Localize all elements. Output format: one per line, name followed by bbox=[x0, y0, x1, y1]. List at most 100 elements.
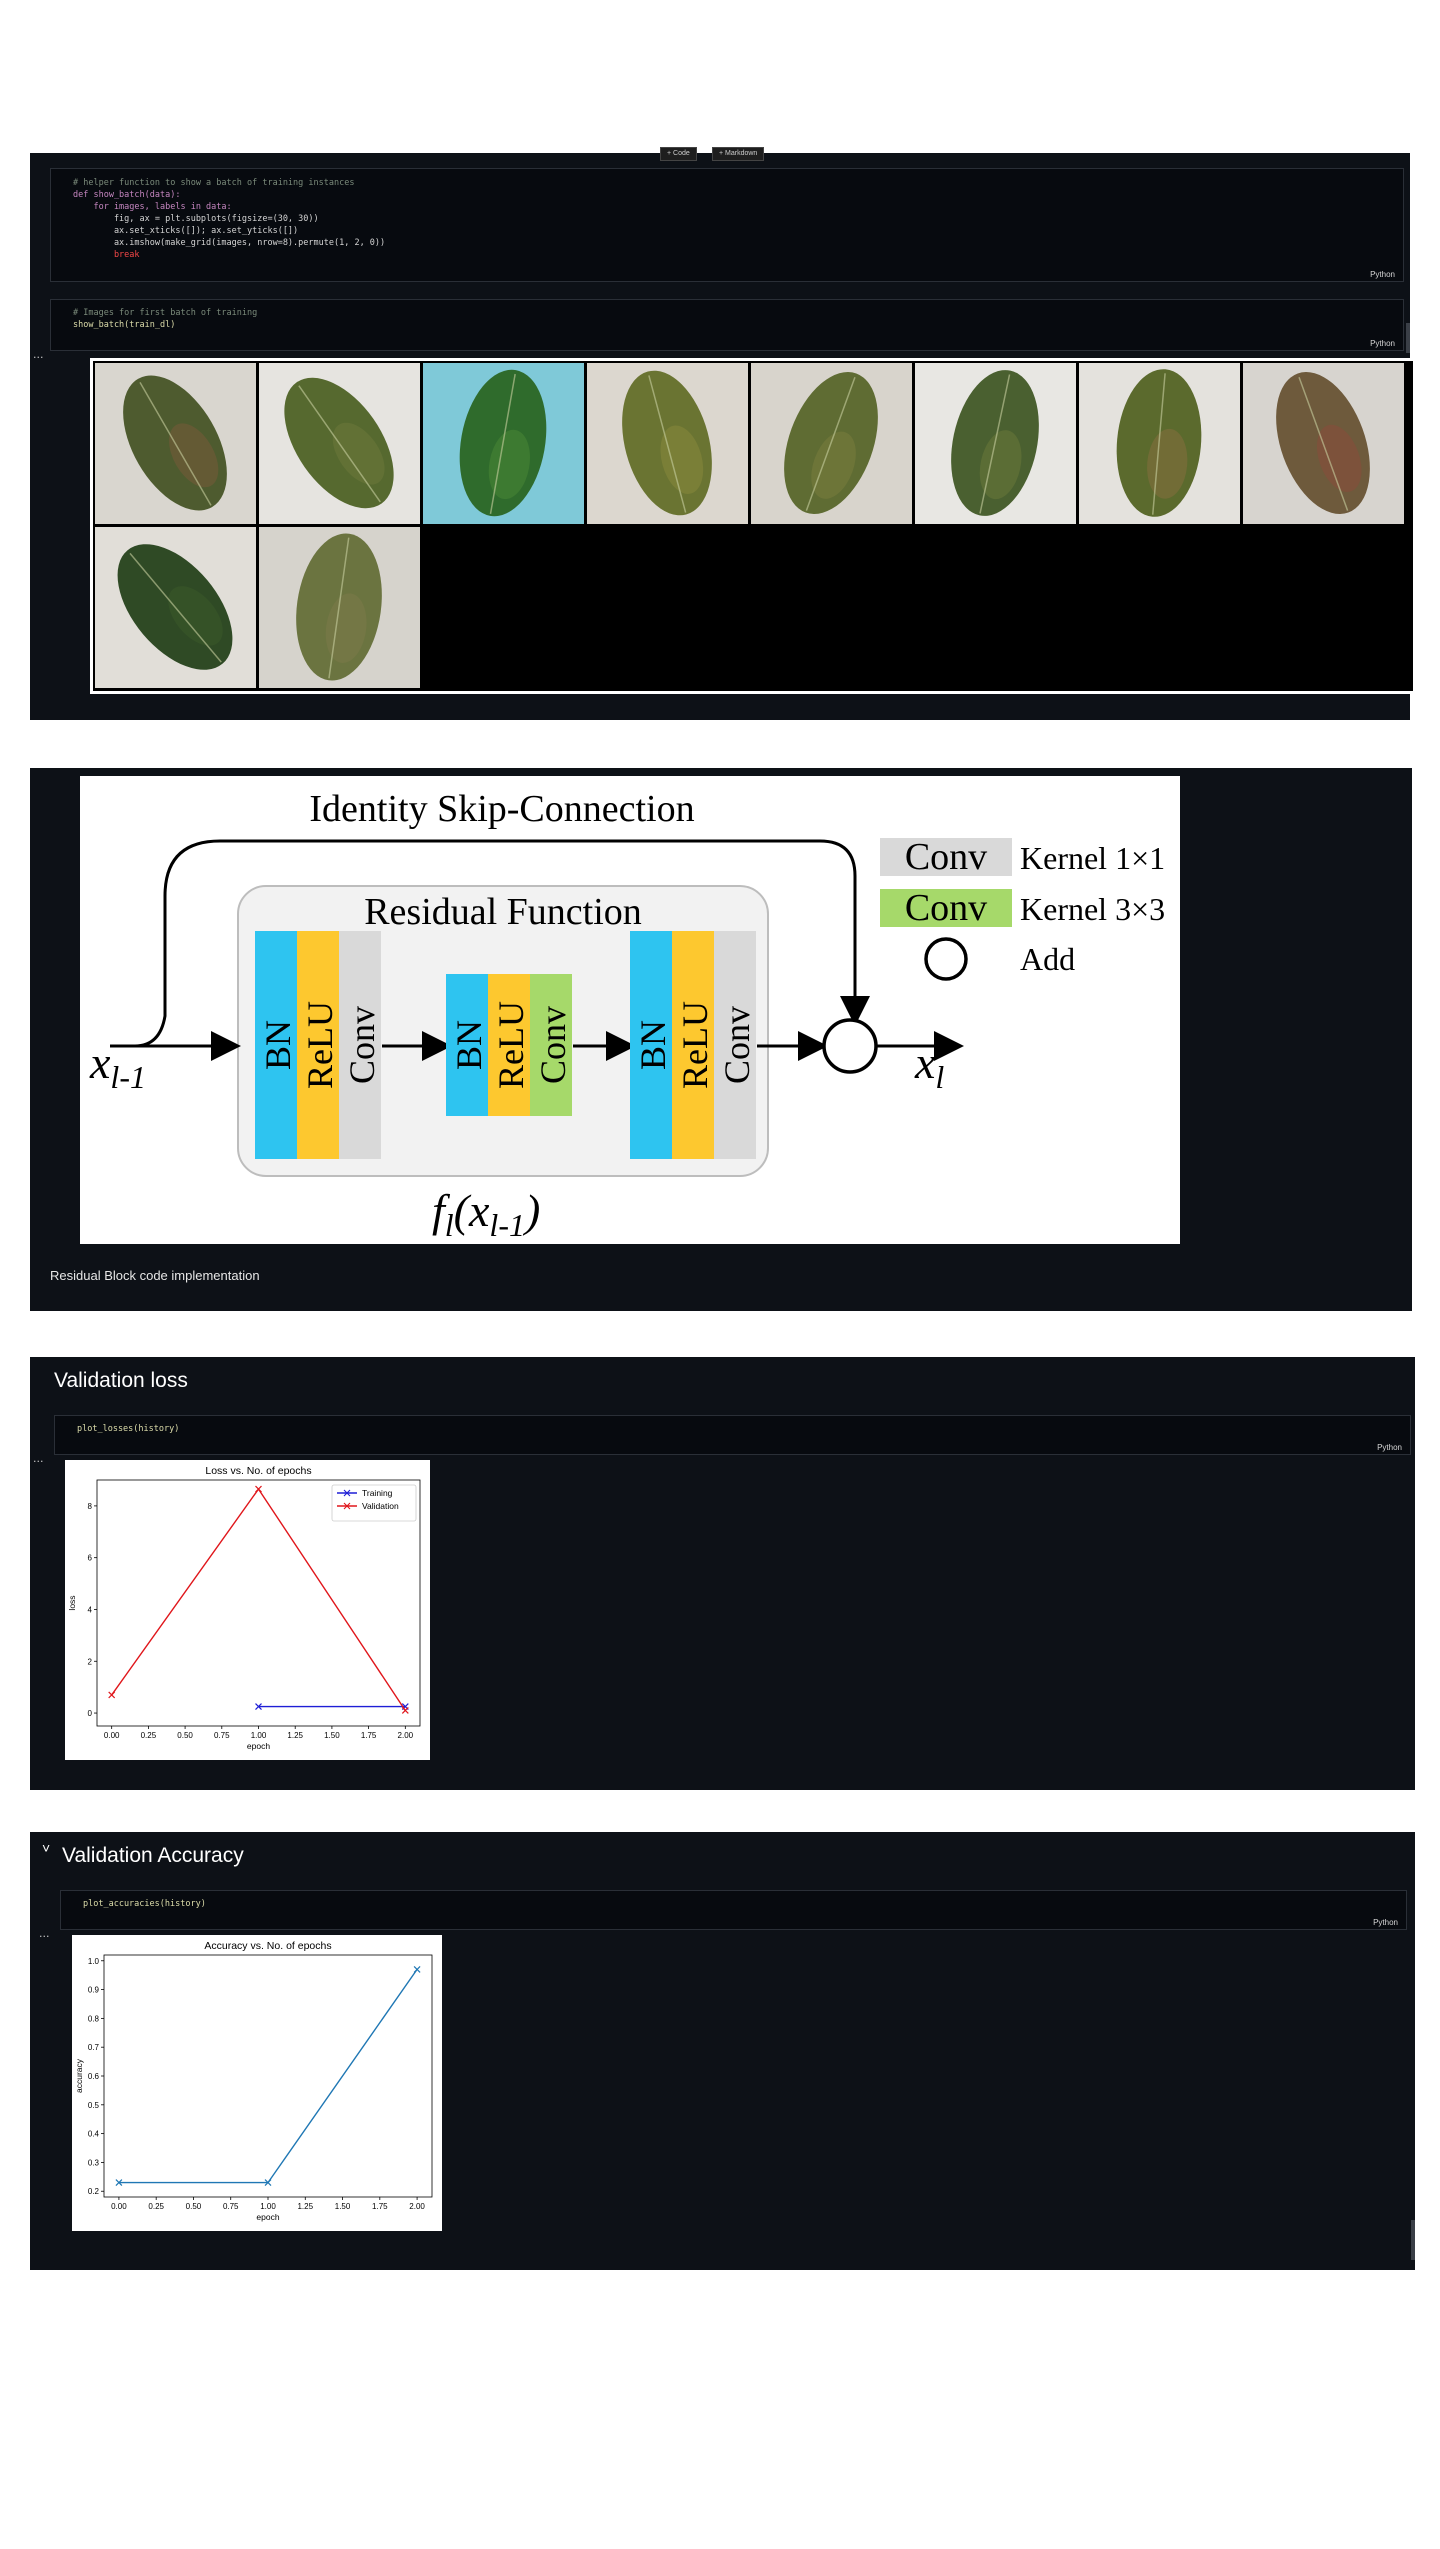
leaf-5-image bbox=[751, 363, 912, 524]
code-block: # Images for first batch of training sho… bbox=[73, 307, 257, 331]
data-point bbox=[255, 1485, 262, 1493]
x-tick-label: 1.50 bbox=[335, 2202, 351, 2211]
data-point bbox=[115, 2179, 123, 2187]
x-tick-label: 0.00 bbox=[111, 2202, 127, 2211]
language-label[interactable]: Python bbox=[1377, 1443, 1402, 1452]
leaf-7-image bbox=[1079, 363, 1240, 524]
residual-function-label: Residual Function bbox=[364, 891, 642, 933]
chart-title: Accuracy vs. No. of epochs bbox=[204, 1940, 331, 1952]
leaf-2-image bbox=[259, 363, 420, 524]
language-label[interactable]: Python bbox=[1370, 270, 1395, 279]
x-tick-label: 0.50 bbox=[186, 2202, 202, 2211]
y-tick-label: 0.3 bbox=[88, 2158, 100, 2167]
leaf-4-image bbox=[587, 363, 748, 524]
code-line: for images, labels in data: bbox=[73, 202, 232, 212]
y-tick-label: 2 bbox=[88, 1657, 93, 1666]
code-line: break bbox=[73, 250, 140, 260]
x-tick-label: 1.25 bbox=[287, 1731, 303, 1740]
legend-label: Training bbox=[362, 1488, 393, 1498]
validation-loss-heading: Validation loss bbox=[54, 1369, 188, 1392]
legend-conv3x3-box-text: Conv bbox=[905, 887, 987, 929]
collapse-chevron-icon[interactable]: ˅ bbox=[42, 1840, 51, 1856]
legend-add-circle bbox=[924, 937, 968, 981]
leaf-6-image bbox=[915, 363, 1076, 524]
code-cell-show-batch-call[interactable]: # Images for first batch of training sho… bbox=[50, 299, 1404, 351]
code-line: plot_losses(history) bbox=[77, 1424, 180, 1434]
series-line-0 bbox=[118, 1969, 418, 2184]
y-tick-label: 0.2 bbox=[88, 2187, 100, 2196]
relu-block-1 bbox=[297, 931, 339, 1159]
loss-plot: Loss vs. No. of epochs 0.00 0.25 0.50 0.75 1.… bbox=[65, 1460, 430, 1760]
x-tick-label: 0.25 bbox=[148, 2202, 164, 2211]
x-tick-label: 0.50 bbox=[177, 1731, 193, 1740]
scrollbar[interactable] bbox=[1406, 323, 1410, 353]
add-markdown-button[interactable]: + Markdown bbox=[712, 147, 765, 161]
code-comment: # helper function to show a batch of tra… bbox=[73, 178, 355, 188]
x-tick-label: 0.00 bbox=[104, 1731, 120, 1740]
relu-block-3 bbox=[672, 931, 714, 1159]
code-cell-plot-losses[interactable]: plot_losses(history) Python bbox=[54, 1415, 1411, 1455]
code-comment: # Images for first batch of training bbox=[73, 308, 258, 318]
notebook-panel-show-batch: + Code + Markdown # helper function to s… bbox=[30, 147, 1416, 720]
y-tick-label: 0.6 bbox=[88, 2072, 100, 2081]
output-label: xl bbox=[914, 1037, 944, 1095]
code-line: ax.set_xticks([]); ax.set_yticks([]) bbox=[73, 226, 299, 236]
validation-loss-panel: Validation loss plot_losses(history) Pyt… bbox=[30, 1357, 1415, 1790]
y-tick-label: 0.5 bbox=[88, 2101, 100, 2110]
legend-box bbox=[331, 1484, 417, 1522]
accuracy-plot: Accuracy vs. No. of epochs 0.00 0.25 0.50 0.… bbox=[72, 1935, 442, 2231]
residual-block-diagram: Identity Skip-Connection Residual Functi… bbox=[80, 776, 1180, 1244]
residual-caption: Residual Block code implementation bbox=[50, 1268, 260, 1283]
chart-title: Loss vs. No. of epochs bbox=[205, 1465, 311, 1477]
x-tick-label: 1.00 bbox=[251, 1731, 267, 1740]
function-label: fl(xl-1) bbox=[432, 1185, 540, 1243]
x-tick-label: 0.75 bbox=[223, 2202, 239, 2211]
x-tick-label: 1.00 bbox=[260, 2202, 276, 2211]
legend-conv3x3-swatch bbox=[880, 889, 1012, 927]
legend-label: Validation bbox=[362, 1501, 399, 1511]
x-tick-label: 1.50 bbox=[324, 1731, 340, 1740]
language-label[interactable]: Python bbox=[1373, 1918, 1398, 1927]
y-tick-label: 8 bbox=[88, 1502, 93, 1511]
x-tick-label: 2.00 bbox=[409, 2202, 425, 2211]
input-label: xl-1 bbox=[89, 1037, 146, 1095]
code-line: fig, ax = plt.subplots(figsize=(30, 30)) bbox=[73, 214, 319, 224]
code-cell-show-batch-def[interactable]: # helper function to show a batch of tra… bbox=[50, 168, 1404, 282]
code-cell-plot-accuracies[interactable]: plot_accuracies(history) Python bbox=[60, 1890, 1407, 1930]
output-ellipsis[interactable]: ... bbox=[33, 1452, 44, 1465]
x-tick-label: 1.75 bbox=[361, 1731, 377, 1740]
data-point bbox=[413, 1965, 421, 1973]
loss-chart-svg: Loss vs. No. of epochs 0.00 0.25 0.50 0.75 1.… bbox=[67, 1465, 421, 1751]
relu-text-3: ReLU bbox=[675, 1001, 715, 1089]
leaf-9-image bbox=[95, 527, 256, 688]
scrollbar[interactable] bbox=[1411, 2220, 1415, 2260]
y-tick-label: 0.8 bbox=[88, 2014, 100, 2023]
bn-block-1 bbox=[255, 931, 297, 1159]
output-ellipsis[interactable]: ... bbox=[33, 348, 44, 361]
legend-conv3x3-text: Kernel 3×3 bbox=[1020, 891, 1165, 927]
residual-block-panel: Identity Skip-Connection Residual Functi… bbox=[30, 768, 1412, 1311]
accuracy-chart-svg: Accuracy vs. No. of epochs 0.00 0.25 0.50 0.… bbox=[74, 1940, 433, 2222]
leaf-3-image bbox=[423, 363, 584, 524]
x-tick-label: 1.25 bbox=[297, 2202, 313, 2211]
output-ellipsis[interactable]: ... bbox=[39, 1927, 50, 1940]
bn-block-3 bbox=[630, 931, 672, 1159]
leaf-8-image bbox=[1243, 363, 1404, 524]
y-tick-label: 4 bbox=[88, 1605, 93, 1614]
x-axis-label: epoch bbox=[247, 1741, 270, 1751]
relu-block-2 bbox=[488, 974, 530, 1116]
residual-diagram-svg: Identity Skip-Connection Residual Functi… bbox=[89, 788, 1165, 1243]
data-point bbox=[255, 1703, 262, 1711]
y-tick-label: 0.9 bbox=[88, 1986, 100, 1995]
validation-accuracy-heading: Validation Accuracy bbox=[62, 1844, 244, 1867]
language-label[interactable]: Python bbox=[1370, 339, 1395, 348]
add-code-button[interactable]: + Code bbox=[660, 147, 697, 161]
legend-marker bbox=[343, 1502, 351, 1510]
y-axis-label: accuracy bbox=[74, 2058, 84, 2093]
x-tick-label: 0.75 bbox=[214, 1731, 230, 1740]
legend-add-text: Add bbox=[1020, 941, 1075, 977]
leaf-10-image bbox=[259, 527, 420, 688]
conv3x3-block-2 bbox=[530, 974, 572, 1116]
bn-block-2 bbox=[446, 974, 488, 1116]
legend-conv1x1-swatch bbox=[880, 838, 1012, 876]
